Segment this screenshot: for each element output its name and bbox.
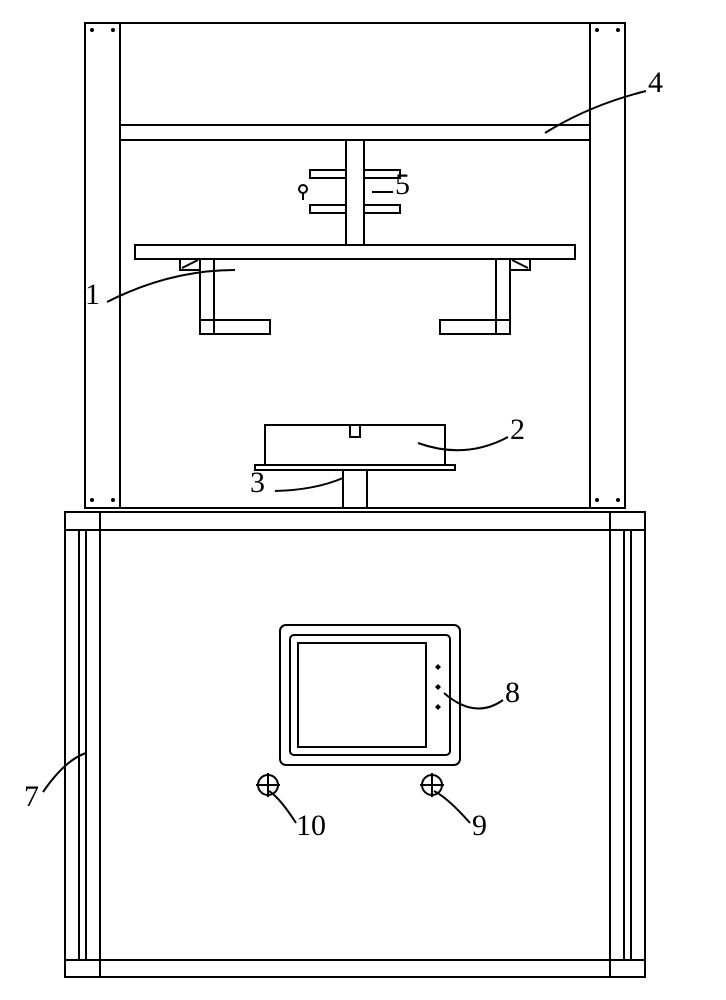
lower-frame xyxy=(65,512,645,977)
mid-shelf xyxy=(135,245,575,259)
callout-label-5: 5 xyxy=(395,168,410,202)
callout-label-3: 3 xyxy=(250,466,265,500)
callout-label-10: 10 xyxy=(296,809,326,843)
callout-leaders xyxy=(43,91,646,823)
top-bar xyxy=(120,125,590,140)
callout-label-7: 7 xyxy=(24,780,39,814)
callout-label-2: 2 xyxy=(510,413,525,447)
schematic-svg xyxy=(0,0,726,1000)
knob-left xyxy=(256,773,280,797)
upper-frame xyxy=(85,23,625,508)
screw-dots xyxy=(90,28,620,502)
callout-label-9: 9 xyxy=(472,809,487,843)
diagram-canvas: 1 2 3 4 5 7 8 9 10 xyxy=(0,0,726,1000)
knob-right xyxy=(420,773,444,797)
platform-assembly xyxy=(255,425,455,508)
callout-label-8: 8 xyxy=(505,676,520,710)
callout-label-1: 1 xyxy=(85,278,100,312)
callout-label-4: 4 xyxy=(648,66,663,100)
shelf-support-right xyxy=(440,259,530,334)
display-screen xyxy=(280,625,460,765)
